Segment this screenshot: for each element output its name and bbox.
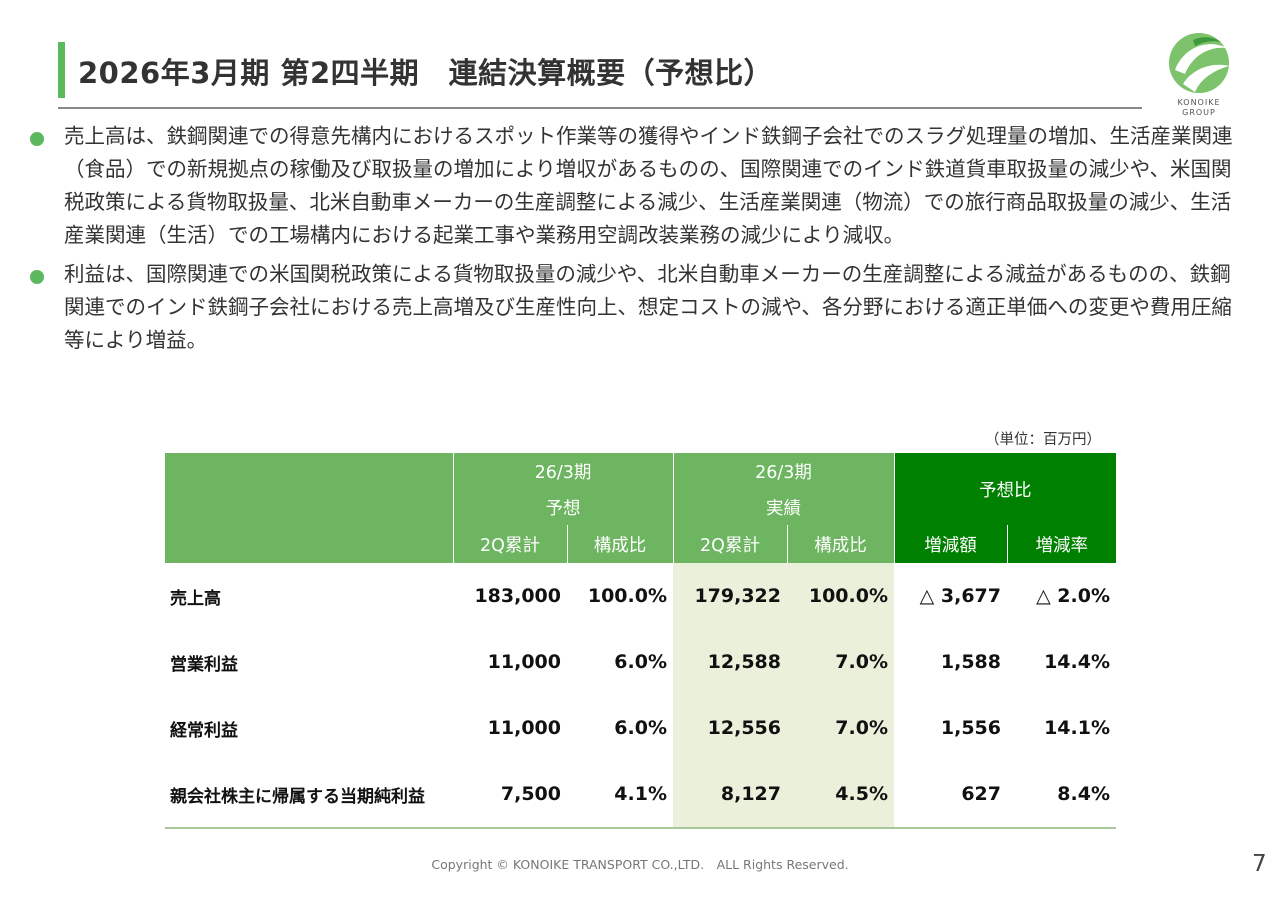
change-amount: 1,556 [940, 717, 1001, 739]
unit-label: （単位：百万円） [985, 432, 1101, 448]
header-actual: 実績 [672, 489, 894, 525]
row-label: 経常利益 [170, 720, 238, 741]
summary-bullets: 売上高は、鉄鋼関連での得意先構内におけるスポット作業等の獲得やインド鉄鋼子会社で… [28, 120, 1243, 363]
copyright-notice: Copyright © KONOIKE TRANSPORT CO.,LTD. A… [431, 857, 849, 872]
header-change-amount: 増減額 [893, 525, 1007, 563]
konoike-logo: KONOIKE GROUP [1163, 30, 1235, 120]
table-row: 経常利益 11,000 6.0% 12,556 7.0% 1,556 14.1% [165, 695, 1116, 761]
title-divider [58, 107, 1142, 109]
actual-value: 8,127 [673, 761, 787, 829]
bullet-sales: 売上高は、鉄鋼関連での得意先構内におけるスポット作業等の獲得やインド鉄鋼子会社で… [28, 120, 1243, 252]
bullet-dot-icon [30, 270, 44, 284]
actual-ratio: 4.5% [787, 761, 894, 829]
change-amount: △ 3,677 [919, 585, 1001, 607]
bullet-dot-icon [30, 132, 44, 146]
forecast-value: 11,000 [487, 651, 561, 673]
table-row: 売上高 183,000 100.0% 179,322 100.0% △ 3,67… [165, 563, 1116, 629]
forecast-value: 7,500 [453, 761, 567, 829]
change-rate: 14.4% [1044, 651, 1110, 673]
header-forecast-period: 26/3期 [452, 453, 673, 489]
bullet-sales-text: 売上高は、鉄鋼関連での得意先構内におけるスポット作業等の獲得やインド鉄鋼子会社で… [64, 124, 1233, 247]
table-row: 営業利益 11,000 6.0% 12,588 7.0% 1,588 14.4% [165, 629, 1116, 695]
actual-value: 12,588 [673, 629, 787, 695]
row-label: 売上高 [170, 588, 221, 609]
bullet-profit: 利益は、国際関連での米国関税政策による貨物取扱量の減少や、北米自動車メーカーの生… [28, 258, 1243, 357]
actual-ratio: 7.0% [787, 695, 894, 761]
actual-value: 179,322 [673, 563, 787, 629]
forecast-ratio: 6.0% [614, 717, 667, 739]
header-actual-2q: 2Q累計 [672, 525, 787, 563]
row-label: 営業利益 [170, 654, 238, 675]
bullet-profit-text: 利益は、国際関連での米国関税政策による貨物取扱量の減少や、北米自動車メーカーの生… [64, 262, 1232, 352]
title-accent-bar [58, 42, 65, 98]
change-rate: △ 2.0% [1036, 585, 1110, 607]
header-actual-ratio: 構成比 [786, 525, 894, 563]
forecast-value: 183,000 [474, 585, 561, 607]
header-blank [165, 453, 453, 563]
change-amount: 1,588 [940, 651, 1001, 673]
header-vs-forecast: 予想比 [893, 453, 1116, 525]
header-change-rate: 増減率 [1006, 525, 1116, 563]
row-label: 親会社株主に帰属する当期純利益 [165, 761, 453, 829]
header-forecast: 予想 [452, 489, 673, 525]
forecast-value: 11,000 [487, 717, 561, 739]
page-number: 7 [1252, 851, 1267, 877]
page-title: 2026年3月期 第2四半期 連結決算概要（予想比） [78, 56, 774, 90]
forecast-ratio: 6.0% [614, 651, 667, 673]
forecast-ratio: 100.0% [587, 585, 667, 607]
forecast-ratio: 4.1% [567, 761, 673, 829]
konoike-logo-mark-icon [1169, 33, 1229, 93]
actual-ratio: 100.0% [787, 563, 894, 629]
change-rate: 14.1% [1044, 717, 1110, 739]
logo-text-group: GROUP [1182, 108, 1216, 117]
table-row: 親会社株主に帰属する当期純利益 7,500 4.1% 8,127 4.5% 62… [165, 761, 1116, 829]
header-actual-period: 26/3期 [672, 453, 894, 489]
header-forecast-ratio: 構成比 [566, 525, 673, 563]
financial-summary-table: 26/3期 26/3期 予想比 予想 実績 2Q累計 構成比 2Q累計 構成比 … [165, 453, 1116, 829]
change-amount: 627 [894, 761, 1007, 829]
actual-value: 12,556 [673, 695, 787, 761]
logo-text-konoike: KONOIKE [1177, 98, 1221, 107]
change-rate: 8.4% [1007, 761, 1116, 829]
header-forecast-2q: 2Q累計 [452, 525, 567, 563]
actual-ratio: 7.0% [787, 629, 894, 695]
